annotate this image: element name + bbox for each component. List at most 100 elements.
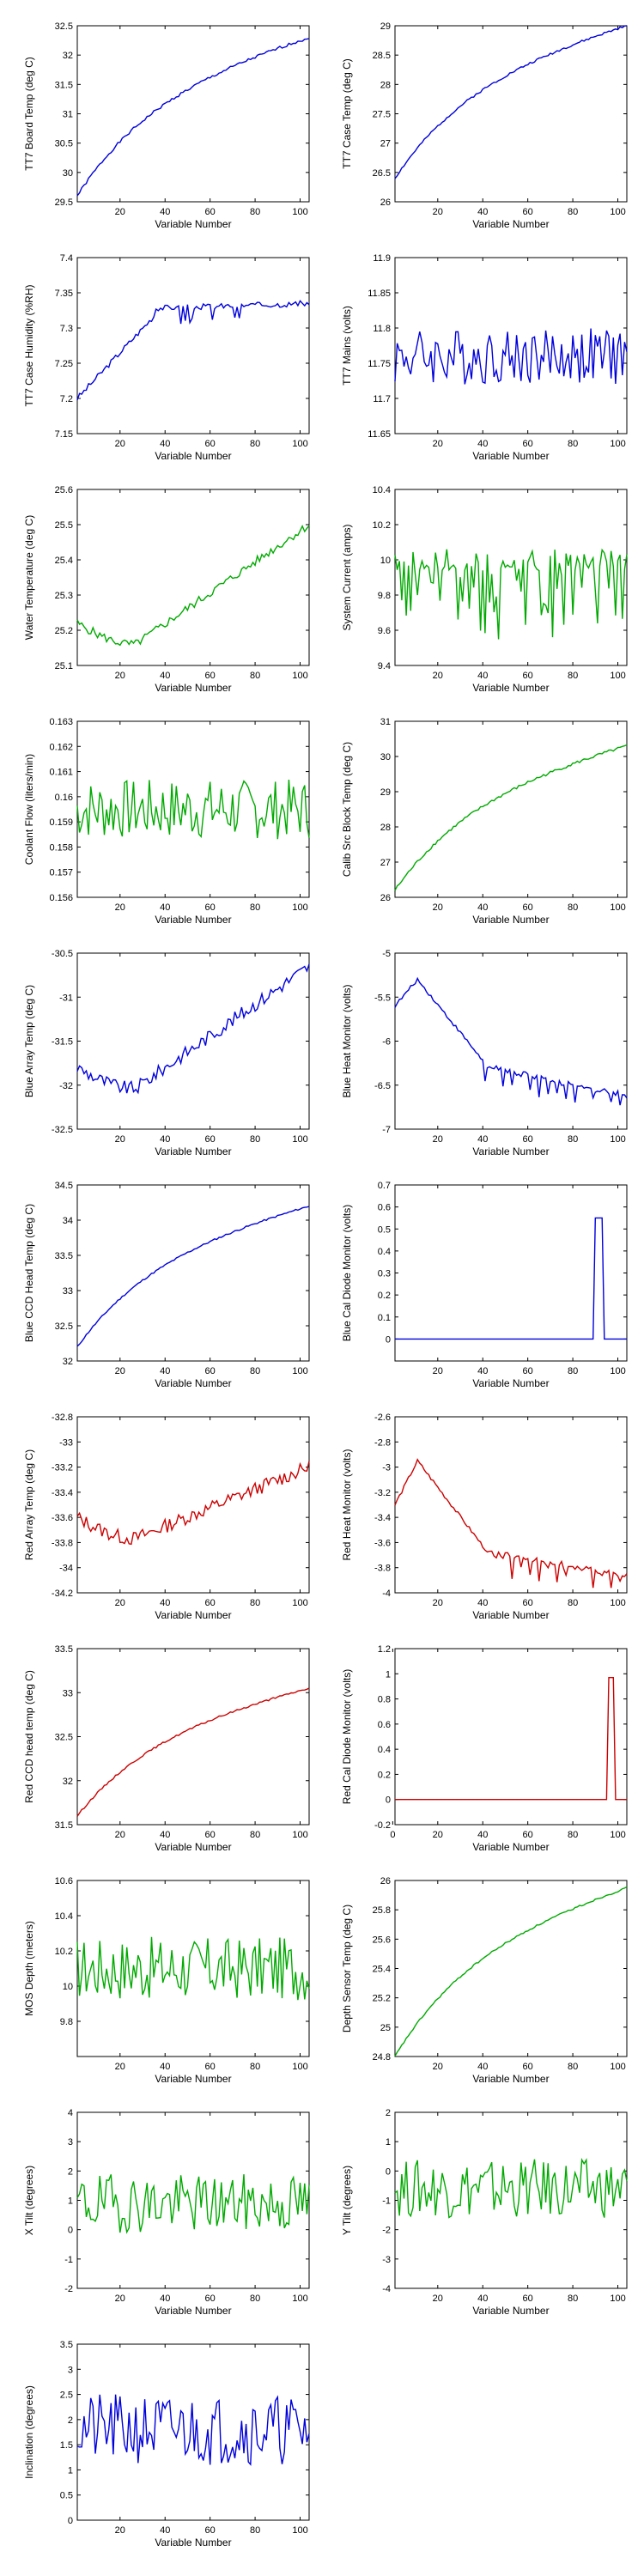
y-tick-label: 34.5 bbox=[55, 1181, 73, 1191]
y-tick-label: 0.158 bbox=[49, 842, 73, 853]
y-tick-label: 7.25 bbox=[55, 359, 73, 369]
x-tick-label: 80 bbox=[250, 2293, 260, 2304]
x-axis-label: Variable Number bbox=[472, 450, 549, 462]
x-tick-label: 20 bbox=[433, 439, 443, 449]
y-tick-label: 25 bbox=[380, 2023, 391, 2033]
x-tick-label: 40 bbox=[477, 207, 488, 217]
y-tick-label: 7.15 bbox=[55, 429, 73, 440]
y-tick-label: 24.8 bbox=[373, 2052, 391, 2063]
y-tick-label: 10.4 bbox=[373, 485, 391, 495]
x-tick-label: 0 bbox=[390, 1830, 395, 1840]
plot-frame bbox=[76, 1184, 310, 1362]
y-tick-label: -2 bbox=[382, 2226, 391, 2236]
x-tick-label: 60 bbox=[205, 207, 216, 217]
x-tick-label: 80 bbox=[568, 439, 578, 449]
x-tick-label: 80 bbox=[250, 207, 260, 217]
y-tick-label: 26 bbox=[380, 197, 391, 208]
y-tick-label: 0.5 bbox=[60, 2491, 73, 2501]
x-axis-label: Variable Number bbox=[472, 2305, 549, 2317]
y-tick-label: 30 bbox=[380, 752, 391, 762]
y-axis-label: TT7 Case Humidity (%RH) bbox=[23, 284, 35, 406]
y-tick-label: 33 bbox=[63, 1286, 73, 1297]
y-tick-label: -33.4 bbox=[52, 1488, 73, 1498]
x-axis-label: Variable Number bbox=[472, 1377, 549, 1389]
series-line bbox=[395, 1217, 627, 1340]
y-tick-label: -32.5 bbox=[52, 1125, 73, 1135]
x-tick-label: 20 bbox=[115, 207, 125, 217]
y-tick-label: -33.2 bbox=[52, 1463, 73, 1473]
y-tick-label: 11.85 bbox=[368, 289, 391, 299]
y-tick-label: 10.4 bbox=[55, 1911, 73, 1922]
series-line bbox=[76, 963, 310, 1095]
chart-blue-cal-diode-monitor: 20 40 60 80 100 0 0.1 0.2 0.3 0.4 0.5 0.6 0.7 Variabl… bbox=[341, 1181, 628, 1389]
y-tick-label: 0.4 bbox=[378, 1745, 391, 1755]
plot-frame bbox=[394, 1184, 628, 1362]
y-tick-label: 0.156 bbox=[49, 893, 73, 903]
series-line bbox=[76, 524, 310, 647]
y-tick-label: 29 bbox=[380, 21, 391, 32]
y-tick-label: 0.8 bbox=[378, 1695, 391, 1705]
x-tick-label: 80 bbox=[568, 207, 578, 217]
y-tick-label: 28 bbox=[380, 823, 391, 833]
y-tick-label: -6.5 bbox=[374, 1081, 391, 1091]
x-tick-label: 20 bbox=[115, 1134, 125, 1145]
y-tick-label: -30.5 bbox=[52, 949, 73, 959]
x-tick-label: 80 bbox=[250, 2062, 260, 2072]
y-tick-label: -6 bbox=[382, 1037, 391, 1048]
x-tick-label: 80 bbox=[568, 2293, 578, 2304]
y-tick-label: 0 bbox=[386, 1334, 391, 1345]
x-tick-label: 100 bbox=[292, 2062, 307, 2072]
series-line bbox=[394, 1458, 628, 1589]
x-axis-label: Variable Number bbox=[155, 2305, 231, 2317]
y-tick-label: 10.2 bbox=[55, 1947, 73, 1957]
y-tick-label: 2 bbox=[68, 2415, 73, 2426]
chart-tt7-board-temp: 20 40 60 80 100 29.5 30 30.5 31 31.5 32 32.5 Variabl… bbox=[23, 21, 310, 230]
y-tick-label: 25.1 bbox=[55, 661, 73, 671]
x-tick-label: 60 bbox=[523, 2293, 533, 2304]
series-line bbox=[394, 548, 628, 640]
series-line bbox=[76, 2174, 310, 2234]
x-tick-label: 60 bbox=[523, 1598, 533, 1608]
y-tick-label: 25.5 bbox=[55, 520, 73, 531]
x-tick-label: 80 bbox=[250, 439, 260, 449]
y-tick-label: -34.2 bbox=[52, 1589, 73, 1599]
y-tick-label: 9.4 bbox=[378, 661, 391, 671]
y-tick-label: 0.161 bbox=[49, 768, 73, 778]
plot-frame bbox=[76, 952, 310, 1130]
y-tick-label: 1 bbox=[68, 2196, 73, 2207]
y-tick-label: 28.5 bbox=[373, 51, 391, 61]
x-tick-label: 60 bbox=[205, 1830, 216, 1840]
x-axis-label: Variable Number bbox=[472, 1145, 549, 1157]
y-tick-label: 9.6 bbox=[378, 626, 391, 636]
x-tick-label: 80 bbox=[568, 1598, 578, 1608]
x-tick-label: 60 bbox=[205, 671, 216, 681]
x-tick-label: 80 bbox=[568, 902, 578, 913]
plot-frame bbox=[394, 952, 628, 1130]
x-tick-label: 100 bbox=[610, 1134, 625, 1145]
y-tick-label: -3 bbox=[382, 1463, 391, 1473]
x-tick-label: 80 bbox=[568, 1830, 578, 1840]
chart-tt7-case-humidity: 20 40 60 80 100 7.15 7.2 7.25 7.3 7.35 7.4 Variable… bbox=[23, 253, 310, 462]
x-tick-label: 20 bbox=[433, 1598, 443, 1608]
y-tick-label: 33.5 bbox=[55, 1251, 73, 1261]
x-tick-label: 40 bbox=[160, 2525, 170, 2536]
y-axis-label: Blue Heat Monitor (volts) bbox=[341, 984, 353, 1097]
x-tick-label: 100 bbox=[610, 671, 625, 681]
x-tick-label: 80 bbox=[250, 1366, 260, 1376]
y-tick-label: 0.157 bbox=[49, 868, 73, 878]
x-axis-label: Variable Number bbox=[472, 218, 549, 230]
y-tick-label: 27.5 bbox=[373, 110, 391, 120]
x-tick-label: 20 bbox=[433, 671, 443, 681]
x-tick-label: 100 bbox=[292, 2293, 307, 2304]
y-tick-label: 25.4 bbox=[373, 1965, 391, 1975]
y-tick-label: -5.5 bbox=[374, 993, 391, 1003]
x-tick-label: 80 bbox=[250, 1134, 260, 1145]
x-tick-label: 40 bbox=[160, 1134, 170, 1145]
x-tick-label: 60 bbox=[523, 1366, 533, 1376]
plot-frame bbox=[76, 25, 310, 203]
x-tick-label: 40 bbox=[477, 1598, 488, 1608]
x-axis-label: Variable Number bbox=[155, 1609, 231, 1621]
x-axis-label: Variable Number bbox=[155, 682, 231, 694]
x-tick-label: 60 bbox=[205, 1134, 216, 1145]
x-tick-label: 100 bbox=[610, 2062, 625, 2072]
